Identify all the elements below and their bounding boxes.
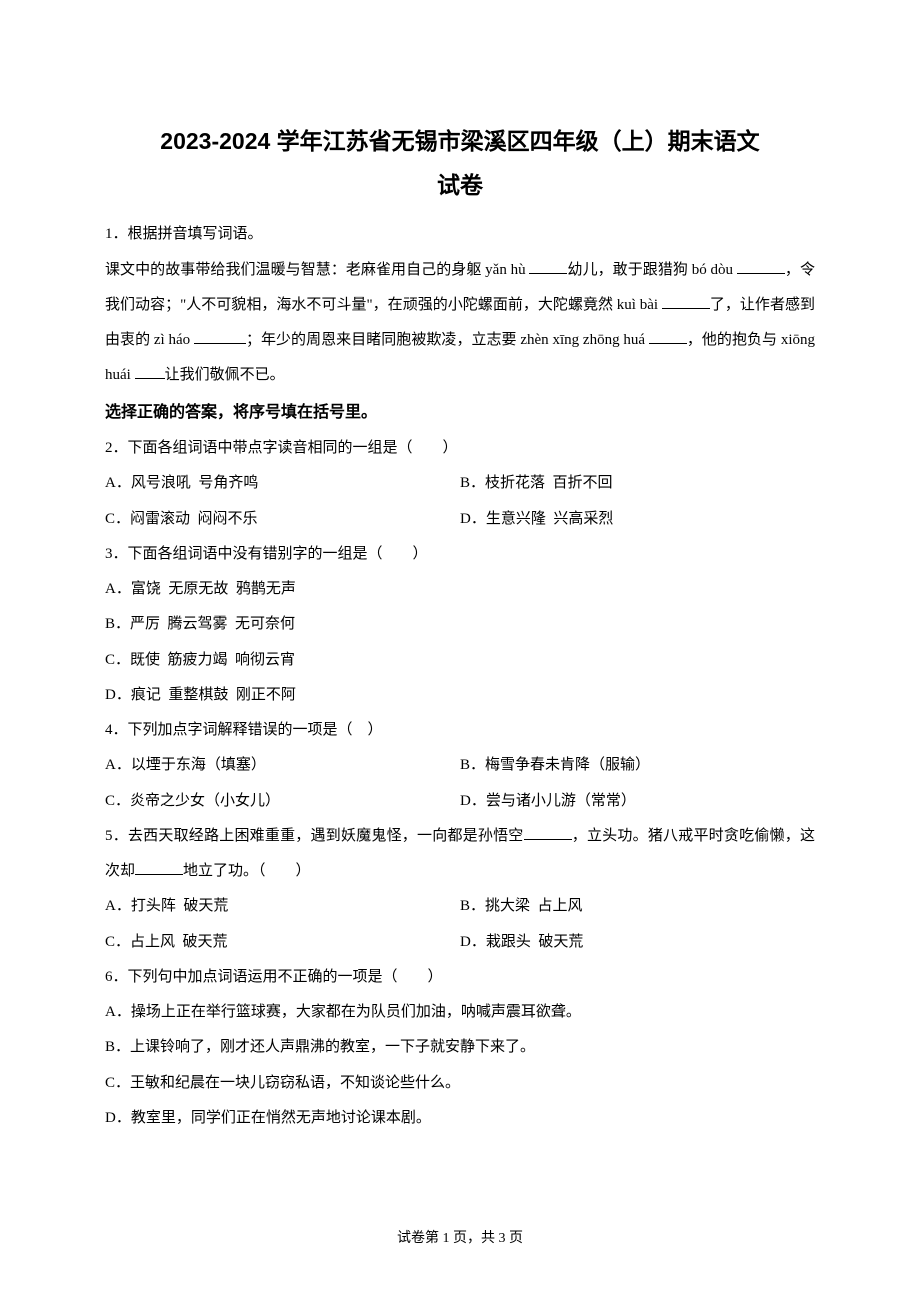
q1-body-a: 幼儿，敢于跟猎狗 bó dòu — [567, 262, 736, 278]
q1-body: 课文中的故事带给我们温暖与智慧：老麻雀用自己的身躯 yǎn hù 幼儿，敢于跟猎… — [105, 253, 815, 394]
q2-opt-a[interactable]: A．风号浪吼 号角齐鸣 — [105, 466, 460, 501]
q6-num: 6． — [105, 969, 128, 985]
fill-blank[interactable] — [194, 328, 246, 345]
fill-blank[interactable] — [662, 292, 710, 309]
section-heading: 选择正确的答案，将序号填在括号里。 — [105, 394, 815, 432]
q1-stem: 1．根据拼音填写词语。 — [105, 217, 815, 252]
q2-opt-b[interactable]: B．枝折花落 百折不回 — [460, 466, 815, 501]
q5-stem: 5．去西天取经路上困难重重，遇到妖魔鬼怪，一向都是孙悟空，立头功。猪八戒平时贪吃… — [105, 819, 815, 890]
q1-body-f: 让我们敬佩不已。 — [165, 367, 285, 383]
q4-opt-d[interactable]: D．尝与诸小儿游（常常） — [460, 784, 815, 819]
q3-opt-a[interactable]: A．富饶 无原无故 鸦鹊无声 — [105, 572, 815, 607]
q4-options-row2: C．炎帝之少女（小女儿） D．尝与诸小儿游（常常） — [105, 784, 815, 819]
q5-stem-post: 地立了功。（ ） — [183, 863, 311, 879]
q4-opt-b[interactable]: B．梅雪争春未肯降（服输） — [460, 748, 815, 783]
q3-num: 3． — [105, 546, 128, 562]
q4-options-row1: A．以堙于东海（填塞） B．梅雪争春未肯降（服输） — [105, 748, 815, 783]
q1-body-d: ；年少的周恩来目睹同胞被欺凌，立志要 zhèn xīng zhōng huá — [246, 332, 649, 348]
exam-title-line1: 2023-2024 学年江苏省无锡市梁溪区四年级（上）期末语文 — [105, 120, 815, 164]
fill-blank[interactable] — [649, 328, 687, 345]
q2-stem: 2．下面各组词语中带点字读音相同的一组是（ ） — [105, 431, 815, 466]
q4-opt-c[interactable]: C．炎帝之少女（小女儿） — [105, 784, 460, 819]
q6-opt-d[interactable]: D．教室里，同学们正在悄然无声地讨论课本剧。 — [105, 1101, 815, 1136]
q3-stem-text: 下面各组词语中没有错别字的一组是（ ） — [128, 546, 428, 562]
exam-title-line2: 试卷 — [105, 164, 815, 208]
q4-stem-text: 下列加点字词解释错误的一项是（ ） — [128, 722, 383, 738]
page-footer: 试卷第 1 页，共 3 页 — [0, 1227, 920, 1247]
fill-blank[interactable] — [524, 823, 572, 840]
fill-blank[interactable] — [529, 257, 567, 274]
q3-opt-c[interactable]: C．既使 筋疲力竭 响彻云宵 — [105, 643, 815, 678]
fill-blank[interactable] — [135, 859, 183, 876]
q2-opt-d[interactable]: D．生意兴隆 兴高采烈 — [460, 502, 815, 537]
exam-content: 1．根据拼音填写词语。 课文中的故事带给我们温暖与智慧：老麻雀用自己的身躯 yǎ… — [105, 217, 815, 1136]
q6-opt-b[interactable]: B．上课铃响了，刚才还人声鼎沸的教室，一下子就安静下来了。 — [105, 1030, 815, 1065]
fill-blank[interactable] — [737, 257, 785, 274]
q4-opt-a[interactable]: A．以堙于东海（填塞） — [105, 748, 460, 783]
q5-options-row1: A．打头阵 破天荒 B．挑大梁 占上风 — [105, 889, 815, 924]
q6-stem: 6．下列句中加点词语运用不正确的一项是（ ） — [105, 960, 815, 995]
q2-opt-c[interactable]: C．闷雷滚动 闷闷不乐 — [105, 502, 460, 537]
q3-opt-d[interactable]: D．痕记 重整棋鼓 刚正不阿 — [105, 678, 815, 713]
q2-options-row1: A．风号浪吼 号角齐鸣 B．枝折花落 百折不回 — [105, 466, 815, 501]
q1-stem-text: 根据拼音填写词语。 — [128, 226, 263, 242]
q2-options-row2: C．闷雷滚动 闷闷不乐 D．生意兴隆 兴高采烈 — [105, 502, 815, 537]
q1-body-pre: 课文中的故事带给我们温暖与智慧：老麻雀用自己的身躯 yǎn hù — [105, 262, 529, 278]
q6-opt-a[interactable]: A．操场上正在举行篮球赛，大家都在为队员们加油，呐喊声震耳欲聋。 — [105, 995, 815, 1030]
q6-stem-text: 下列句中加点词语运用不正确的一项是（ ） — [128, 969, 443, 985]
q5-opt-c[interactable]: C．占上风 破天荒 — [105, 925, 460, 960]
q3-opt-b[interactable]: B．严厉 腾云驾雾 无可奈何 — [105, 607, 815, 642]
q1-num: 1． — [105, 226, 128, 242]
q4-stem: 4．下列加点字词解释错误的一项是（ ） — [105, 713, 815, 748]
q5-opt-b[interactable]: B．挑大梁 占上风 — [460, 889, 815, 924]
q6-opt-c[interactable]: C．王敏和纪晨在一块儿窃窃私语，不知谈论些什么。 — [105, 1066, 815, 1101]
q4-num: 4． — [105, 722, 128, 738]
q5-stem-pre: 去西天取经路上困难重重，遇到妖魔鬼怪，一向都是孙悟空 — [128, 828, 524, 844]
q2-stem-text: 下面各组词语中带点字读音相同的一组是（ ） — [128, 440, 458, 456]
q5-opt-a[interactable]: A．打头阵 破天荒 — [105, 889, 460, 924]
q5-opt-d[interactable]: D．栽跟头 破天荒 — [460, 925, 815, 960]
q5-num: 5． — [105, 828, 128, 844]
q5-options-row2: C．占上风 破天荒 D．栽跟头 破天荒 — [105, 925, 815, 960]
q3-stem: 3．下面各组词语中没有错别字的一组是（ ） — [105, 537, 815, 572]
fill-blank[interactable] — [135, 363, 165, 380]
q2-num: 2． — [105, 440, 128, 456]
